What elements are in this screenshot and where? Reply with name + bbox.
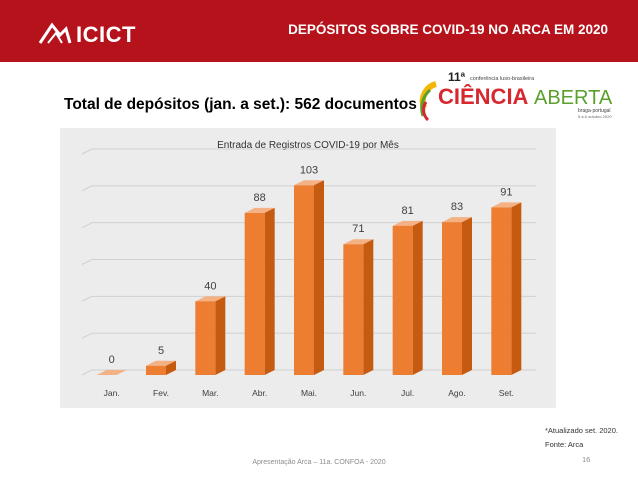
gridline-wall [81, 332, 93, 339]
conference-logo: 11ª conferência luso-brasileira CIÊNCIA … [419, 70, 613, 122]
x-tick-label: Mar. [202, 388, 219, 398]
bar-ago [442, 217, 472, 375]
icict-logo-text: ICICT [76, 22, 136, 47]
bar-side [363, 239, 374, 375]
conference-edition: 11ª [448, 70, 466, 84]
bar-top [491, 202, 522, 208]
data-label: 88 [254, 192, 266, 204]
bar-mai [294, 180, 324, 375]
bar-side [264, 207, 275, 375]
x-tick-label: Mai. [301, 388, 317, 398]
gridline-wall [81, 185, 93, 192]
page-number: 16 [582, 455, 591, 464]
bar-front [294, 185, 314, 375]
bar-front [491, 207, 512, 375]
bar-front [146, 365, 166, 375]
gridline-wall [81, 259, 93, 265]
icict-logo: ICICT [38, 21, 136, 49]
bar-jul [392, 220, 423, 375]
x-tick-label: Ago. [448, 388, 466, 398]
conference-dates: 5 a 6 outubro 2020 [578, 114, 612, 119]
bar-set [491, 202, 522, 375]
bar-chart: Entrada de Registros COVID-19 por Mês 0 J… [81, 140, 536, 398]
bar-front [195, 301, 216, 375]
x-tick-label: Jun. [350, 388, 366, 398]
page-title: DEPÓSITOS SOBRE COVID-19 NO ARCA EM 2020 [288, 22, 608, 37]
data-label: 40 [204, 280, 216, 292]
bar-top [96, 370, 127, 375]
logo-word-ciencia: CIÊNCIA [438, 84, 529, 109]
icict-logo-icon [38, 22, 72, 44]
bar-jun [343, 239, 374, 375]
total-deposits-subtitle: Total de depósitos (jan. a set.): 562 do… [64, 96, 417, 113]
bar-abr [244, 207, 275, 375]
x-tick-label: Fev. [153, 388, 169, 398]
bar-side [215, 296, 226, 375]
data-label: 103 [300, 164, 318, 176]
logo-word-aberta: ABERTA [534, 87, 613, 109]
conference-place: braga·portugal [578, 108, 611, 114]
bar-front [392, 225, 413, 375]
x-tick-label: Jan. [104, 388, 120, 398]
bar-front [442, 222, 462, 375]
bar-side [314, 180, 324, 375]
bar-front [244, 212, 265, 375]
bar-side [462, 217, 472, 375]
x-tick-label: Abr. [252, 388, 267, 398]
bar-side [511, 202, 522, 375]
bar-side [412, 220, 423, 375]
bar-mar [195, 296, 226, 375]
bar-jan [96, 370, 127, 375]
bar-top [244, 207, 275, 213]
footnote-updated: *Atualizado set. 2020. [545, 426, 618, 435]
sunburst-icon [419, 81, 438, 122]
footer-text: Apresentação Arca – 11a. CONFOA - 2020 [252, 459, 386, 466]
bar-top [442, 217, 472, 223]
header-bar: ICICT DEPÓSITOS SOBRE COVID-19 NO ARCA E… [0, 0, 638, 62]
bar-front [343, 244, 364, 375]
bar-fev [146, 360, 176, 375]
gridline-wall [81, 222, 93, 229]
bar-top [195, 296, 226, 302]
data-label: 5 [158, 345, 164, 357]
data-label: 83 [451, 201, 463, 213]
chart-title: Entrada de Registros COVID-19 por Mês [217, 140, 399, 151]
footnote-source: Fonte: Arca [545, 440, 584, 449]
bar-side [166, 360, 176, 375]
data-label: 91 [500, 186, 512, 198]
bar-top [146, 360, 176, 366]
conference-caption: conferência luso-brasileira [470, 76, 535, 82]
data-label: 0 [109, 354, 115, 366]
gridline-wall [81, 369, 93, 376]
x-tick-label: Jul. [401, 388, 414, 398]
data-label: 71 [352, 223, 364, 235]
data-label: 81 [402, 205, 414, 217]
chart-area: Entrada de Registros COVID-19 por Mês 0 J… [60, 128, 556, 408]
footnote: *Atualizado set. 2020. Fonte: Arca [545, 424, 618, 452]
gridline-wall [81, 295, 93, 302]
gridline-wall [81, 148, 93, 155]
x-tick-label: Set. [499, 388, 514, 398]
